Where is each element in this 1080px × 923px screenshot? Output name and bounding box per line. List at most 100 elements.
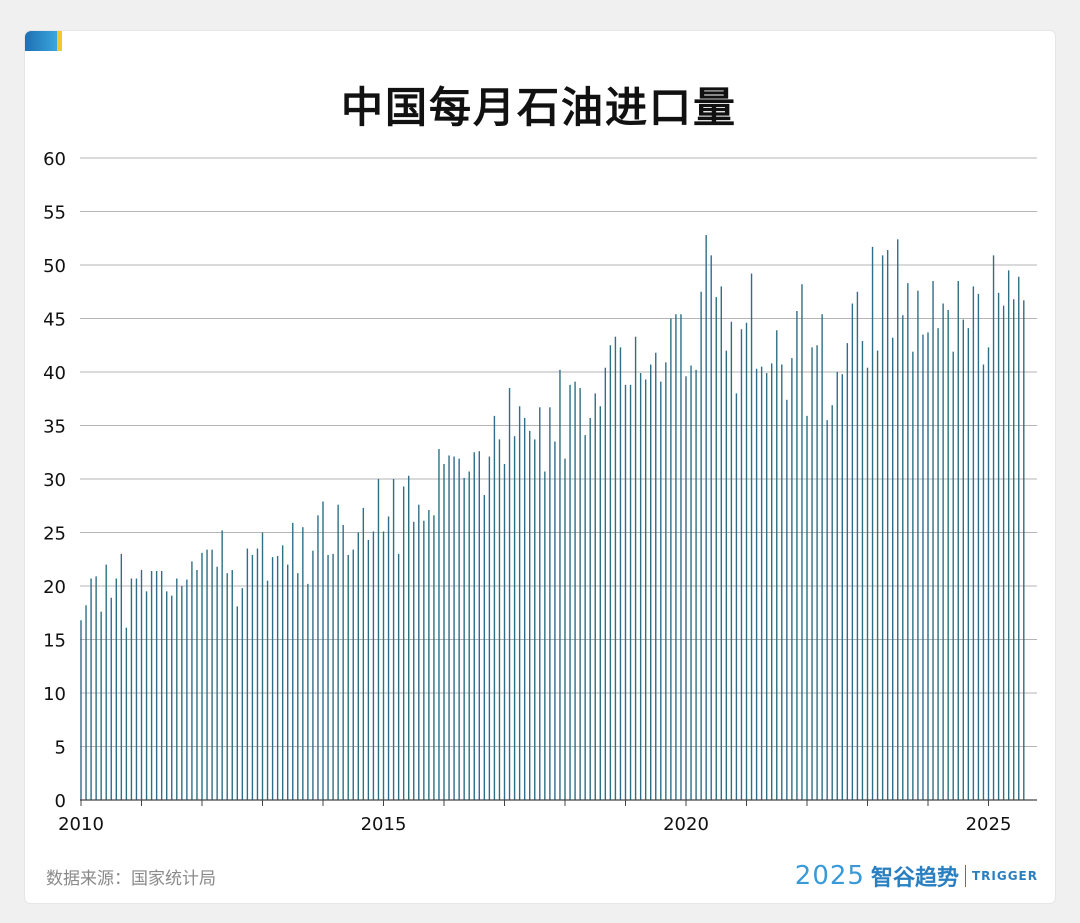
bar [912,351,914,800]
bar [377,479,380,800]
y-tick-label: 0 [55,791,66,812]
bar [317,515,319,800]
bar [367,539,370,800]
bar [352,549,354,800]
bar [226,573,228,800]
bar [866,367,869,800]
bar [539,407,541,800]
logo-english-name: TRIGGER [971,869,1038,883]
y-tick-label: 40 [43,363,66,384]
bar [448,455,450,800]
brand-mark-blue [25,31,57,51]
bar [271,557,274,800]
bar [821,314,823,800]
bar [544,471,546,800]
y-tick-label: 20 [43,577,66,598]
bar [922,334,924,800]
bar [176,578,178,800]
bar [791,358,793,800]
y-tick-label: 35 [43,417,66,438]
bar [372,531,375,800]
bar [781,364,783,800]
bar [841,374,843,800]
bar [806,415,808,800]
bar [327,554,329,800]
bar [856,291,859,800]
x-tick-label: 2025 [966,814,1012,835]
x-tick-label: 2020 [663,814,709,835]
bar [594,393,596,800]
bar [110,597,112,800]
brand-logo: 2025 智谷趋势 TRIGGER [795,860,1038,892]
bar [261,532,264,800]
bar [831,405,833,800]
y-tick-label: 10 [43,684,66,705]
bar [387,516,390,800]
grid-lines [80,157,1037,747]
bar [1007,270,1010,801]
bar [438,449,440,800]
bar [549,407,551,800]
logo-chinese-name: 智谷趋势 [870,866,959,891]
bar [796,311,798,800]
bar [695,369,697,800]
y-tick-label: 15 [43,631,66,652]
bar [917,290,919,800]
bar [846,343,849,800]
bar [80,620,82,800]
y-tick-label: 45 [43,310,66,331]
bar [171,595,173,800]
bar [241,588,244,800]
bar [655,352,657,800]
chart-title: 中国每月石油进口量 [340,83,737,132]
y-tick-label: 55 [43,203,66,224]
bar [907,283,909,800]
bar [488,456,491,800]
bar [670,318,672,800]
bar [1023,300,1025,800]
bar [85,605,87,800]
bar [523,418,526,800]
bar [609,345,612,800]
bar [876,350,879,800]
bar [614,336,617,800]
y-tick-label: 30 [43,470,66,491]
bar [236,606,238,800]
bar [650,364,652,800]
bars [80,235,1025,801]
bar [997,292,1000,800]
bar [337,504,339,800]
bar [458,458,460,800]
x-tick-label: 2010 [58,814,104,835]
bar [287,564,289,800]
bar [433,515,435,800]
bar [937,328,939,800]
bar [518,406,521,800]
bar [246,548,249,800]
bar [660,381,662,800]
bar [745,322,748,800]
bar [786,399,788,800]
bar [125,627,128,800]
bar [771,363,773,800]
bar [957,281,959,800]
logo-year: 2025 [794,861,865,891]
brand-corner-mark [25,31,63,51]
bar [579,388,581,800]
bar [140,569,143,800]
bar [463,477,465,800]
bar [861,340,864,800]
bar [871,246,874,800]
bar [402,486,405,800]
bar [90,578,92,800]
x-tick-label: 2015 [361,814,407,835]
bar [685,376,687,800]
bar [987,347,990,800]
bar [357,532,359,800]
bar [362,507,365,800]
bar [992,255,995,800]
bar [624,384,627,800]
bar [559,369,561,800]
y-tick-label: 25 [43,524,66,545]
bar [130,578,133,800]
